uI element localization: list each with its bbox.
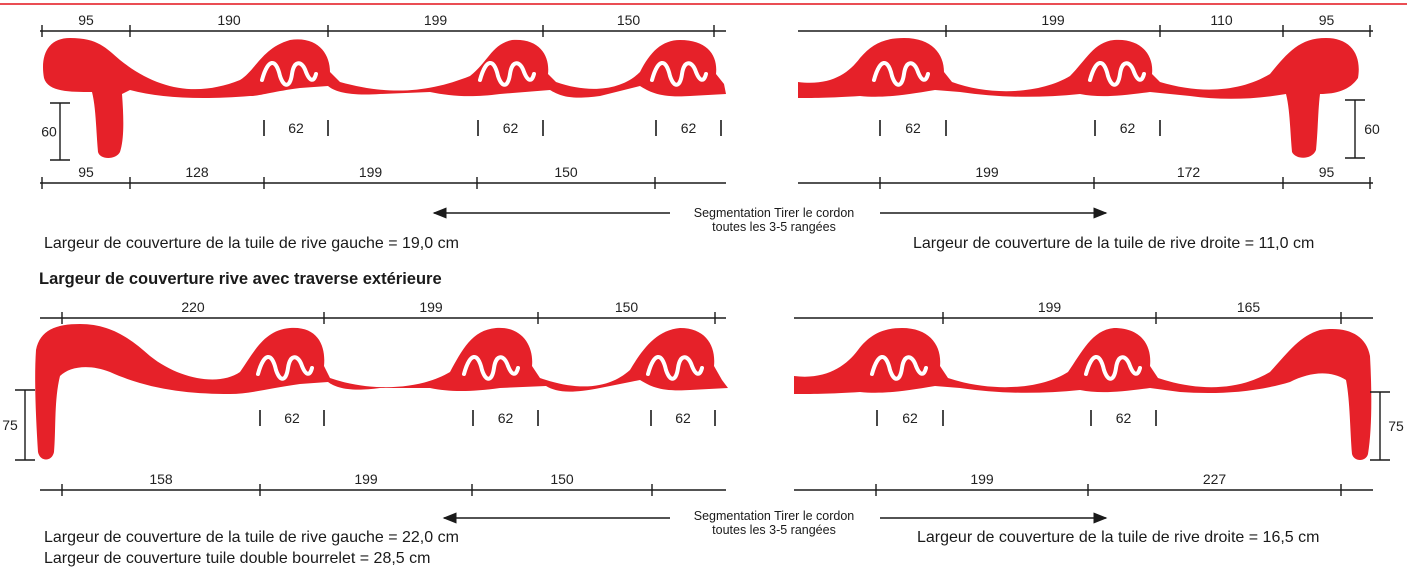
joint-dim-label: 62: [905, 120, 921, 136]
height-dim-label: 75: [1388, 418, 1404, 434]
bottom-dim-left-1-label: 128: [185, 164, 209, 180]
caption-left-1: Largeur de couverture de la tuile de riv…: [44, 235, 459, 252]
tile-profile-left-2: [35, 324, 729, 460]
top-dim-right-1-label: 110: [1210, 12, 1233, 28]
height-dim-label: 60: [1364, 121, 1380, 137]
caption-right-2: Largeur de couverture de la tuile de riv…: [917, 529, 1320, 546]
interlock-groove: [1084, 355, 1142, 381]
top-dim-left-2-label: 199: [419, 299, 443, 315]
bottom-dim-right-1-label: 95: [1319, 164, 1335, 180]
top-dim-left-2-label: 220: [181, 299, 205, 315]
segmentation-line1: Segmentation Tirer le cordon: [693, 206, 855, 220]
interlock-groove: [478, 61, 536, 87]
bottom-dim-right-1-label: 199: [975, 164, 999, 180]
tile-right-1-body: [798, 38, 1359, 158]
interlock-groove: [1088, 61, 1146, 87]
joint-dim-label: 62: [681, 120, 697, 136]
bottom-dim-right-1-label: 172: [1177, 164, 1201, 180]
segmentation-line1: Segmentation Tirer le cordon: [693, 509, 855, 523]
joint-dim-label: 62: [675, 410, 691, 426]
top-dim-left-1-label: 150: [617, 12, 641, 28]
segmentation-line2: toutes les 3-5 rangées: [712, 523, 836, 537]
top-dim-right-2-label: 199: [1038, 299, 1062, 315]
bottom-dim-right-2-label: 227: [1203, 471, 1227, 487]
joint-dim-label: 62: [288, 120, 304, 136]
interlock-groove: [650, 61, 708, 87]
tile-profile-right-2: [794, 328, 1372, 460]
tile-profile-left-1: [43, 38, 726, 158]
tile-left-1-body: [43, 38, 726, 158]
joint-dim-label: 62: [503, 120, 519, 136]
segmentation-line2: toutes les 3-5 rangées: [712, 220, 836, 234]
bottom-dim-left-2-label: 158: [149, 471, 173, 487]
interlock-groove: [870, 355, 928, 381]
bottom-dim-left-1-label: 199: [359, 164, 383, 180]
caption-left-2b: Largeur de couverture tuile double bourr…: [44, 550, 431, 567]
bottom-dim-left-2-label: 150: [550, 471, 574, 487]
top-dim-left-2-label: 150: [615, 299, 639, 315]
top-dim-right-1-label: 199: [1041, 12, 1065, 28]
section-heading: Largeur de couverture rive avec traverse…: [39, 270, 442, 288]
joint-dim-label: 62: [1116, 410, 1132, 426]
interlock-groove: [462, 355, 520, 381]
interlock-groove: [872, 61, 930, 87]
top-dim-left-1-label: 190: [217, 12, 241, 28]
caption-right-1: Largeur de couverture de la tuile de riv…: [913, 235, 1315, 252]
joint-dim-label: 62: [284, 410, 300, 426]
interlock-groove: [260, 61, 318, 87]
top-dim-left-1-label: 95: [78, 12, 94, 28]
top-dim-right-1-label: 95: [1319, 12, 1335, 28]
caption-left-2: Largeur de couverture de la tuile de riv…: [44, 529, 459, 546]
tile-profile-right-1: [798, 38, 1359, 158]
bottom-dim-left-2-label: 199: [354, 471, 378, 487]
joint-dim-label: 62: [1120, 120, 1136, 136]
bottom-dim-left-1-label: 150: [554, 164, 578, 180]
tile-right-2-body: [794, 328, 1372, 460]
height-dim-label: 75: [2, 417, 18, 433]
bottom-dim-left-1-label: 95: [78, 164, 94, 180]
segmentation-label-2: Segmentation Tirer le cordon toutes les …: [672, 509, 876, 537]
tile-left-2-body: [35, 324, 729, 460]
top-dim-left-1-label: 199: [424, 12, 448, 28]
bottom-dim-right-2-label: 199: [970, 471, 994, 487]
interlock-groove: [256, 355, 314, 381]
joint-dim-label: 62: [498, 410, 514, 426]
joint-dim-label: 62: [902, 410, 918, 426]
height-dim-label: 60: [41, 124, 57, 140]
top-dim-right-2-label: 165: [1237, 299, 1261, 315]
interlock-groove: [646, 355, 704, 381]
segmentation-label-1: Segmentation Tirer le cordon toutes les …: [672, 206, 876, 234]
